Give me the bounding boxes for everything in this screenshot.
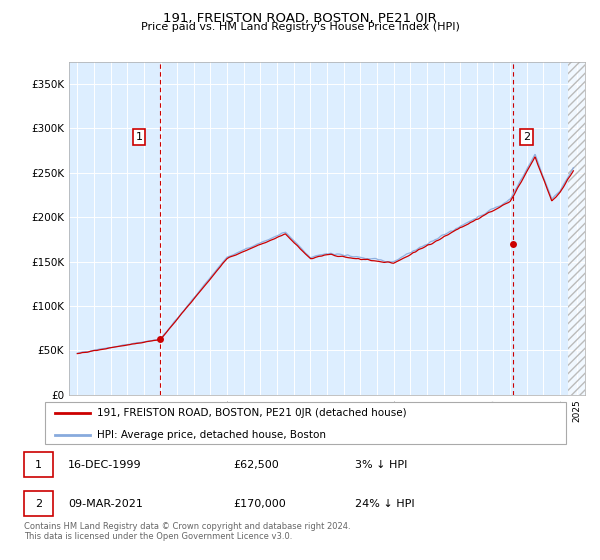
Text: Price paid vs. HM Land Registry's House Price Index (HPI): Price paid vs. HM Land Registry's House … xyxy=(140,22,460,32)
FancyBboxPatch shape xyxy=(24,492,53,516)
Text: 3% ↓ HPI: 3% ↓ HPI xyxy=(355,460,407,469)
Text: Contains HM Land Registry data © Crown copyright and database right 2024.
This d: Contains HM Land Registry data © Crown c… xyxy=(24,522,350,542)
Text: £170,000: £170,000 xyxy=(234,499,287,508)
Text: £62,500: £62,500 xyxy=(234,460,280,469)
FancyBboxPatch shape xyxy=(44,402,566,445)
Text: HPI: Average price, detached house, Boston: HPI: Average price, detached house, Bost… xyxy=(97,430,326,440)
Bar xyxy=(568,62,585,395)
Text: 191, FREISTON ROAD, BOSTON, PE21 0JR (detached house): 191, FREISTON ROAD, BOSTON, PE21 0JR (de… xyxy=(97,408,407,418)
Text: 09-MAR-2021: 09-MAR-2021 xyxy=(68,499,143,508)
Text: 2: 2 xyxy=(35,499,42,508)
Text: 191, FREISTON ROAD, BOSTON, PE21 0JR: 191, FREISTON ROAD, BOSTON, PE21 0JR xyxy=(163,12,437,25)
Text: 1: 1 xyxy=(35,460,42,469)
Text: 1: 1 xyxy=(136,132,142,142)
Text: 24% ↓ HPI: 24% ↓ HPI xyxy=(355,499,415,508)
Text: 2: 2 xyxy=(523,132,530,142)
Bar xyxy=(568,62,585,395)
Text: 16-DEC-1999: 16-DEC-1999 xyxy=(68,460,142,469)
FancyBboxPatch shape xyxy=(24,452,53,477)
